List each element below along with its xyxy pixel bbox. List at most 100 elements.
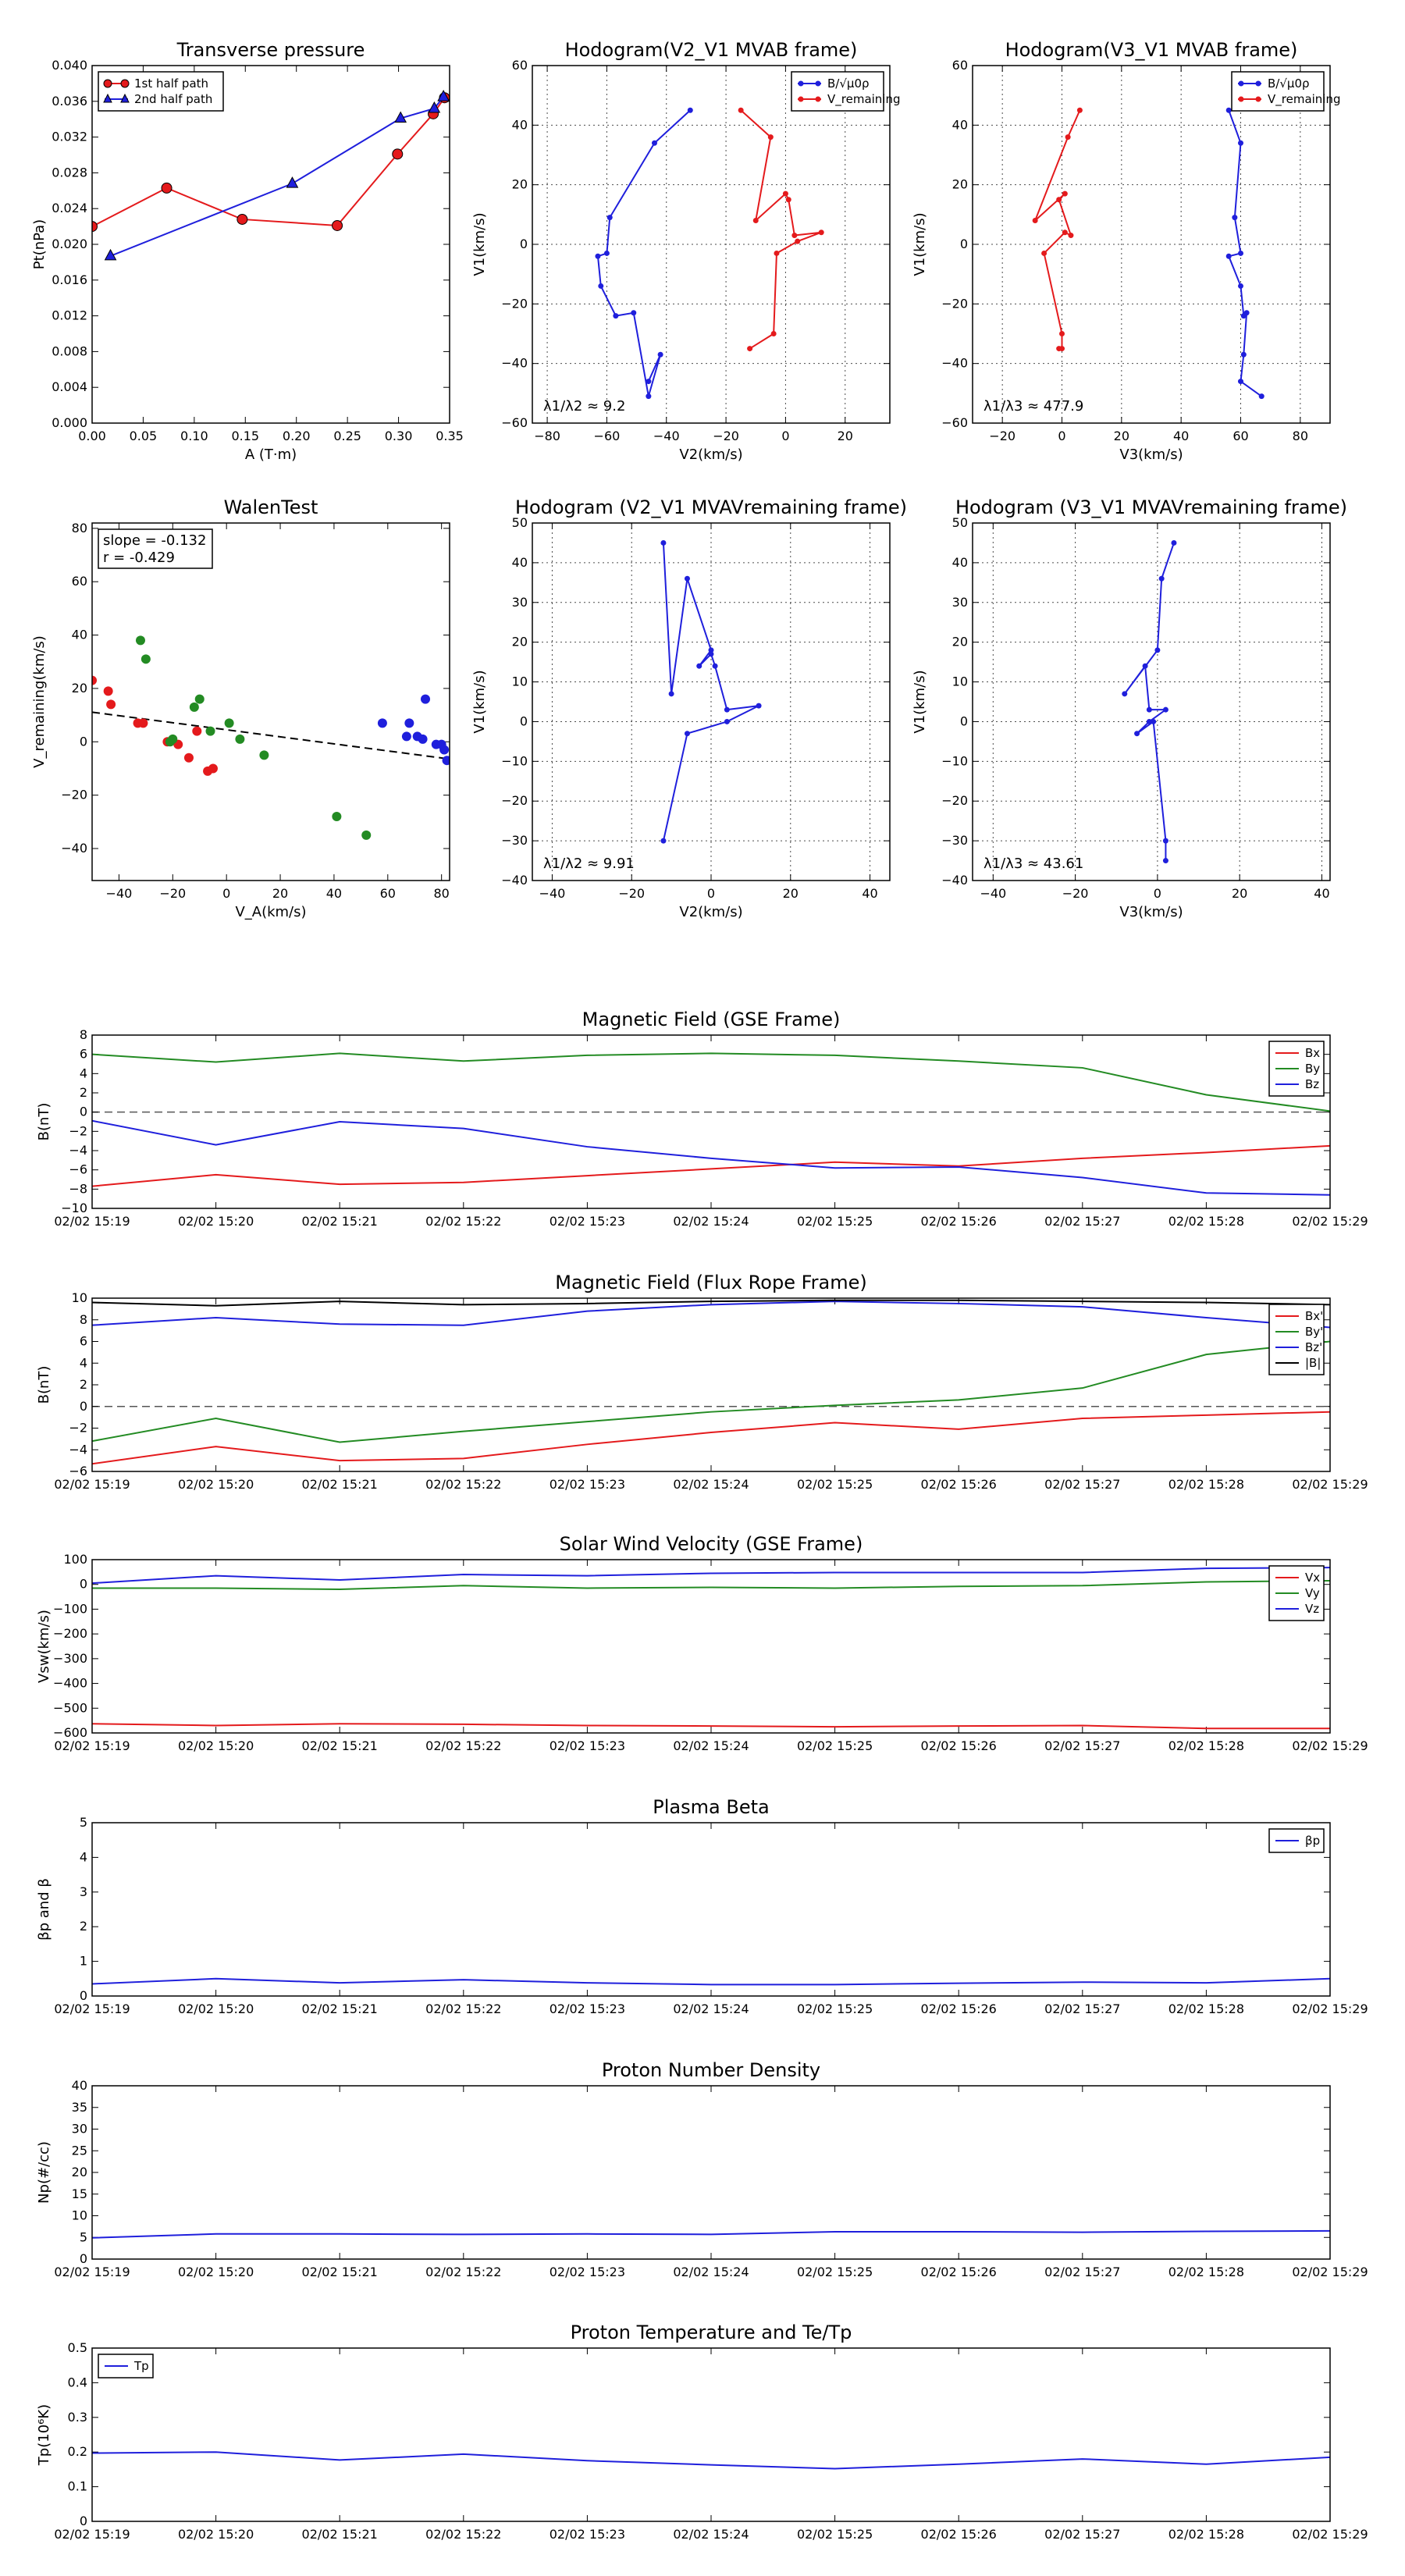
data-point bbox=[103, 686, 113, 696]
y-tick-label: 40 bbox=[512, 117, 528, 132]
data-point bbox=[1056, 346, 1062, 352]
data-point bbox=[613, 313, 619, 319]
y-tick-label: 0.012 bbox=[52, 308, 87, 323]
x-tick-label: 02/02 15:21 bbox=[302, 2527, 378, 2542]
legend-marker bbox=[798, 96, 804, 102]
data-point bbox=[224, 718, 234, 728]
x-tick-label: 60 bbox=[1232, 429, 1248, 443]
data-point bbox=[1032, 217, 1038, 223]
x-tick-label: 20 bbox=[1232, 886, 1247, 901]
y-tick-label: 10 bbox=[72, 1290, 87, 1305]
y-tick-label: −10 bbox=[941, 753, 968, 768]
y-tick-label: 0.024 bbox=[52, 201, 87, 215]
chart-title: Hodogram(V3_V1 MVAB frame) bbox=[1005, 39, 1298, 61]
data-point bbox=[660, 539, 667, 546]
legend-label: Tp bbox=[133, 2359, 149, 2373]
y-axis-label: V1(km/s) bbox=[912, 212, 928, 276]
x-tick-label: 02/02 15:28 bbox=[1168, 1477, 1244, 1492]
x-tick-label: 02/02 15:23 bbox=[550, 1738, 625, 1753]
data-point bbox=[437, 90, 450, 101]
y-axis-label: B(nT) bbox=[36, 1103, 52, 1141]
series-line bbox=[740, 109, 822, 350]
data-point bbox=[1238, 140, 1243, 146]
series-line bbox=[92, 1579, 1330, 1591]
y-tick-label: 40 bbox=[952, 555, 968, 570]
x-tick-label: 02/02 15:21 bbox=[302, 2265, 378, 2279]
legend-label: 1st half path bbox=[134, 76, 208, 91]
x-tick-label: −40 bbox=[539, 886, 566, 901]
legend-label: Bx bbox=[1305, 1046, 1320, 1060]
x-tick-label: 40 bbox=[326, 886, 342, 901]
x-tick-label: 02/02 15:26 bbox=[921, 1214, 997, 1229]
y-tick-label: 10 bbox=[72, 2208, 87, 2223]
y-tick-label: 0.036 bbox=[52, 94, 87, 109]
data-layer bbox=[92, 90, 450, 261]
x-tick-label: 02/02 15:25 bbox=[797, 2527, 873, 2542]
data-point bbox=[237, 213, 248, 225]
data-point bbox=[657, 351, 663, 358]
legend: Tp bbox=[98, 2354, 154, 2379]
y-axis-label: B(nT) bbox=[36, 1366, 52, 1404]
x-tick-label: 0.20 bbox=[283, 429, 311, 443]
legend-box bbox=[98, 71, 224, 112]
axes-frame bbox=[91, 1034, 1331, 1209]
data-point bbox=[1240, 351, 1247, 358]
y-tick-label: −60 bbox=[941, 415, 968, 430]
series-line bbox=[92, 1144, 1330, 1187]
y-tick-label: 4 bbox=[80, 1066, 87, 1080]
y-axis-label: βp and β bbox=[36, 1878, 52, 1941]
legend-label: |B| bbox=[1305, 1356, 1321, 1370]
data-point bbox=[603, 250, 610, 256]
data-point bbox=[684, 731, 690, 737]
data-point bbox=[646, 393, 652, 400]
chart-title: Solar Wind Velocity (GSE Frame) bbox=[560, 1533, 863, 1555]
x-tick-label: 20 bbox=[838, 429, 853, 443]
axes-frame bbox=[532, 65, 891, 424]
chart-hodo_mvab_v3: Hodogram(V3_V1 MVAB frame) −20 0 20 40 60 80 −6… bbox=[912, 39, 1341, 463]
chart-title: Hodogram(V2_V1 MVAB frame) bbox=[565, 39, 858, 61]
x-tick-label: 02/02 15:29 bbox=[1292, 2265, 1368, 2279]
data-layer bbox=[92, 1977, 1330, 1986]
y-tick-label: −20 bbox=[501, 793, 528, 808]
x-tick-label: 02/02 15:22 bbox=[425, 2001, 501, 2016]
series-line bbox=[92, 1977, 1330, 1986]
data-point bbox=[724, 706, 730, 713]
data-point bbox=[1134, 731, 1140, 737]
axes-frame bbox=[972, 522, 1331, 881]
y-tick-label: 8 bbox=[80, 1027, 87, 1042]
x-axis-label: A (T·m) bbox=[245, 447, 297, 463]
data-layer bbox=[1032, 107, 1264, 400]
x-tick-label: 02/02 15:20 bbox=[178, 1214, 254, 1229]
y-tick-label: 60 bbox=[952, 58, 968, 73]
data-point bbox=[606, 215, 613, 221]
legend-marker bbox=[1255, 96, 1261, 102]
x-tick-label: 02/02 15:22 bbox=[425, 1738, 501, 1753]
y-tick-label: 20 bbox=[72, 2165, 87, 2179]
y-axis-label: V_remaining(km/s) bbox=[31, 635, 48, 768]
x-tick-label: 02/02 15:22 bbox=[425, 1477, 501, 1492]
x-axis-label: V3(km/s) bbox=[1119, 904, 1183, 920]
data-layer bbox=[92, 1052, 1330, 1196]
legend-label: V_remaining bbox=[827, 92, 901, 107]
data-point bbox=[1146, 718, 1152, 724]
annotation-box bbox=[98, 528, 213, 569]
data-point bbox=[1225, 107, 1232, 113]
data-point bbox=[259, 750, 269, 760]
annotation-line: slope = -0.132 bbox=[103, 532, 206, 549]
x-tick-label: 0 bbox=[707, 886, 715, 901]
y-tick-label: 20 bbox=[512, 635, 528, 649]
y-tick-label: 0.3 bbox=[68, 2410, 87, 2425]
series-line bbox=[92, 2229, 1330, 2239]
data-point bbox=[1258, 393, 1264, 400]
series-line bbox=[92, 1052, 1330, 1112]
axes-frame bbox=[972, 65, 1331, 424]
data-point bbox=[439, 745, 450, 755]
axes-frame bbox=[91, 2085, 1331, 2260]
data-layer bbox=[92, 1567, 1330, 1730]
y-axis-label: Vsw(km/s) bbox=[36, 1610, 52, 1683]
axes-frame bbox=[91, 1297, 1331, 1472]
data-point bbox=[404, 718, 414, 728]
